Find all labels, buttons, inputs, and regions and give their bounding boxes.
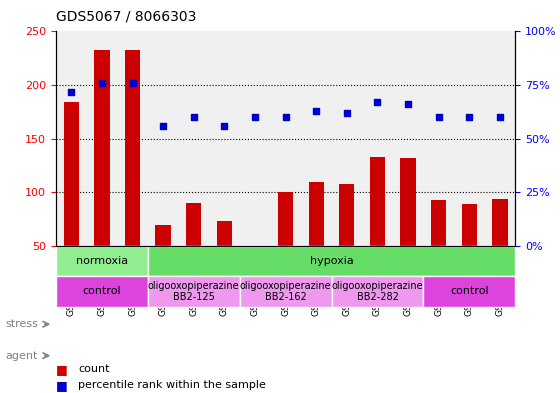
Text: percentile rank within the sample: percentile rank within the sample xyxy=(78,380,266,390)
Text: normoxia: normoxia xyxy=(76,256,128,266)
Text: ■: ■ xyxy=(56,378,68,392)
Point xyxy=(220,123,229,129)
Point xyxy=(189,114,198,121)
Point xyxy=(465,114,474,121)
FancyBboxPatch shape xyxy=(56,276,148,307)
Bar xyxy=(278,193,293,246)
Point xyxy=(67,88,76,95)
FancyBboxPatch shape xyxy=(148,246,515,276)
Text: control: control xyxy=(450,286,488,296)
Bar xyxy=(461,204,477,246)
Bar xyxy=(94,50,110,246)
Point xyxy=(281,114,290,121)
FancyBboxPatch shape xyxy=(332,276,423,307)
Point xyxy=(312,108,321,114)
Bar xyxy=(125,50,140,246)
Bar xyxy=(431,200,446,246)
Point xyxy=(158,123,167,129)
Bar xyxy=(186,203,202,246)
Bar xyxy=(156,225,171,246)
Bar xyxy=(400,158,416,246)
Point xyxy=(373,99,382,105)
Point xyxy=(434,114,443,121)
FancyBboxPatch shape xyxy=(56,246,148,276)
FancyBboxPatch shape xyxy=(148,276,240,307)
Text: GDS5067 / 8066303: GDS5067 / 8066303 xyxy=(56,9,197,24)
Bar xyxy=(339,184,354,246)
Text: agent: agent xyxy=(6,351,38,361)
FancyBboxPatch shape xyxy=(240,276,332,307)
Bar xyxy=(309,182,324,246)
Text: oligooxopiperazine
BB2-162: oligooxopiperazine BB2-162 xyxy=(240,281,332,302)
Text: oligooxopiperazine
BB2-282: oligooxopiperazine BB2-282 xyxy=(332,281,423,302)
Text: hypoxia: hypoxia xyxy=(310,256,353,266)
Text: oligooxopiperazine
BB2-125: oligooxopiperazine BB2-125 xyxy=(148,281,240,302)
Bar xyxy=(217,222,232,246)
Text: stress: stress xyxy=(6,319,39,329)
Bar xyxy=(64,102,79,246)
Point xyxy=(128,80,137,86)
Point xyxy=(97,80,106,86)
Point xyxy=(404,101,413,108)
Point xyxy=(342,110,351,116)
Point xyxy=(496,114,505,121)
Text: ■: ■ xyxy=(56,363,68,376)
Text: control: control xyxy=(83,286,121,296)
FancyBboxPatch shape xyxy=(423,276,515,307)
Bar xyxy=(370,157,385,246)
Point xyxy=(250,114,259,121)
Bar xyxy=(492,199,507,246)
Text: count: count xyxy=(78,364,110,375)
